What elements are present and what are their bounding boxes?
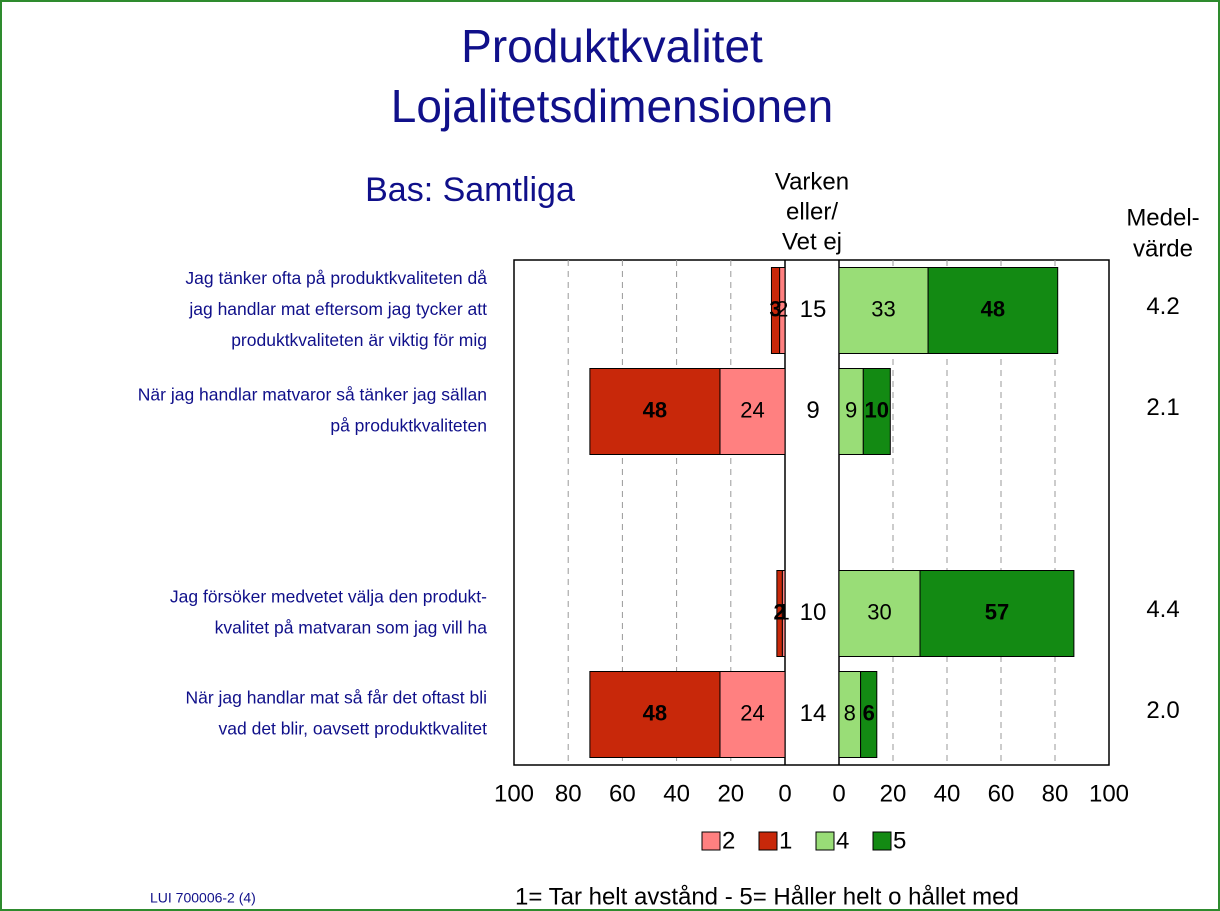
bar-segment <box>927 267 1059 354</box>
mean-value: 4.2 <box>1146 293 1179 320</box>
legend-label: 4 <box>836 827 849 854</box>
bar-segment <box>838 570 921 657</box>
title-line: Produktkvalitet <box>461 20 763 72</box>
legend-swatch <box>758 831 778 851</box>
neutral-header: eller/ <box>786 198 838 225</box>
bar-segment <box>838 368 864 455</box>
value-label: 48 <box>643 397 667 422</box>
mean-value: 2.0 <box>1146 697 1179 724</box>
value-label: 57 <box>985 599 1009 624</box>
category-label: på produktkvaliteten <box>330 416 487 436</box>
x-tick-label: 40 <box>663 780 690 807</box>
legend-label: 5 <box>893 827 906 854</box>
x-tick-label: 20 <box>880 780 907 807</box>
neutral-value: 15 <box>800 296 827 323</box>
value-label: 2 <box>773 599 785 624</box>
x-tick-label: 0 <box>832 780 845 807</box>
bar-segment <box>589 368 721 455</box>
category-label: kvalitet på matvaran som jag vill ha <box>215 618 488 638</box>
bar-segment <box>770 267 781 354</box>
mean-header: värde <box>1133 235 1193 262</box>
value-label: 24 <box>740 700 764 725</box>
legend-label: 2 <box>722 827 735 854</box>
legend-swatch <box>872 831 892 851</box>
neutral-value: 14 <box>800 700 827 727</box>
value-label: 33 <box>871 296 895 321</box>
category-label: produktkvaliteten är viktig för mig <box>231 330 487 350</box>
value-label: 30 <box>867 599 891 624</box>
category-label: När jag handlar mat så får det oftast bl… <box>185 688 487 708</box>
x-tick-label: 100 <box>494 780 534 807</box>
neutral-value: 9 <box>806 397 819 424</box>
value-label: 8 <box>844 700 856 725</box>
neutral-header: Vet ej <box>782 228 842 255</box>
x-tick-label: 40 <box>934 780 961 807</box>
value-label: 48 <box>643 700 667 725</box>
mean-header: Medel- <box>1126 204 1199 231</box>
x-tick-label: 80 <box>1042 780 1069 807</box>
mean-value: 2.1 <box>1146 394 1179 421</box>
category-label: vad det blir, oavsett produktkvalitet <box>219 719 488 739</box>
bar-segment <box>719 368 786 455</box>
x-tick-label: 100 <box>1089 780 1129 807</box>
value-label: 10 <box>865 397 889 422</box>
x-tick-label: 80 <box>555 780 582 807</box>
value-label: 3 <box>769 296 781 321</box>
footer: LUI 700006-2 (4) <box>150 890 256 906</box>
bar-segment <box>719 671 786 758</box>
bar-segment <box>589 671 721 758</box>
value-label: 6 <box>863 700 875 725</box>
title-line: Lojalitetsdimensionen <box>391 80 833 132</box>
x-tick-label: 0 <box>778 780 791 807</box>
legend-label: 1 <box>779 827 792 854</box>
bar-segment <box>919 570 1075 657</box>
category-label: jag handlar mat eftersom jag tycker att <box>188 299 487 319</box>
category-label: Jag försöker medvetet välja den produkt- <box>170 587 487 607</box>
category-label: När jag handlar matvaror så tänker jag s… <box>138 385 487 405</box>
x-tick-label: 60 <box>988 780 1015 807</box>
scale-note: 1= Tar helt avstånd - 5= Håller helt o h… <box>515 883 1019 910</box>
value-label: 48 <box>981 296 1005 321</box>
legend-swatch <box>815 831 835 851</box>
x-tick-label: 60 <box>609 780 636 807</box>
bar-segment <box>862 368 891 455</box>
bar-segment <box>776 570 783 657</box>
value-label: 9 <box>845 397 857 422</box>
x-tick-label: 20 <box>717 780 744 807</box>
bar-segment <box>860 671 878 758</box>
category-label: Jag tänker ofta på produktkvaliteten då <box>185 268 487 288</box>
subtitle: Bas: Samtliga <box>365 171 575 209</box>
mean-value: 4.4 <box>1146 596 1179 623</box>
value-label: 24 <box>740 397 764 422</box>
neutral-value: 10 <box>800 599 827 626</box>
neutral-header: Varken <box>775 168 849 195</box>
legend-swatch <box>701 831 721 851</box>
